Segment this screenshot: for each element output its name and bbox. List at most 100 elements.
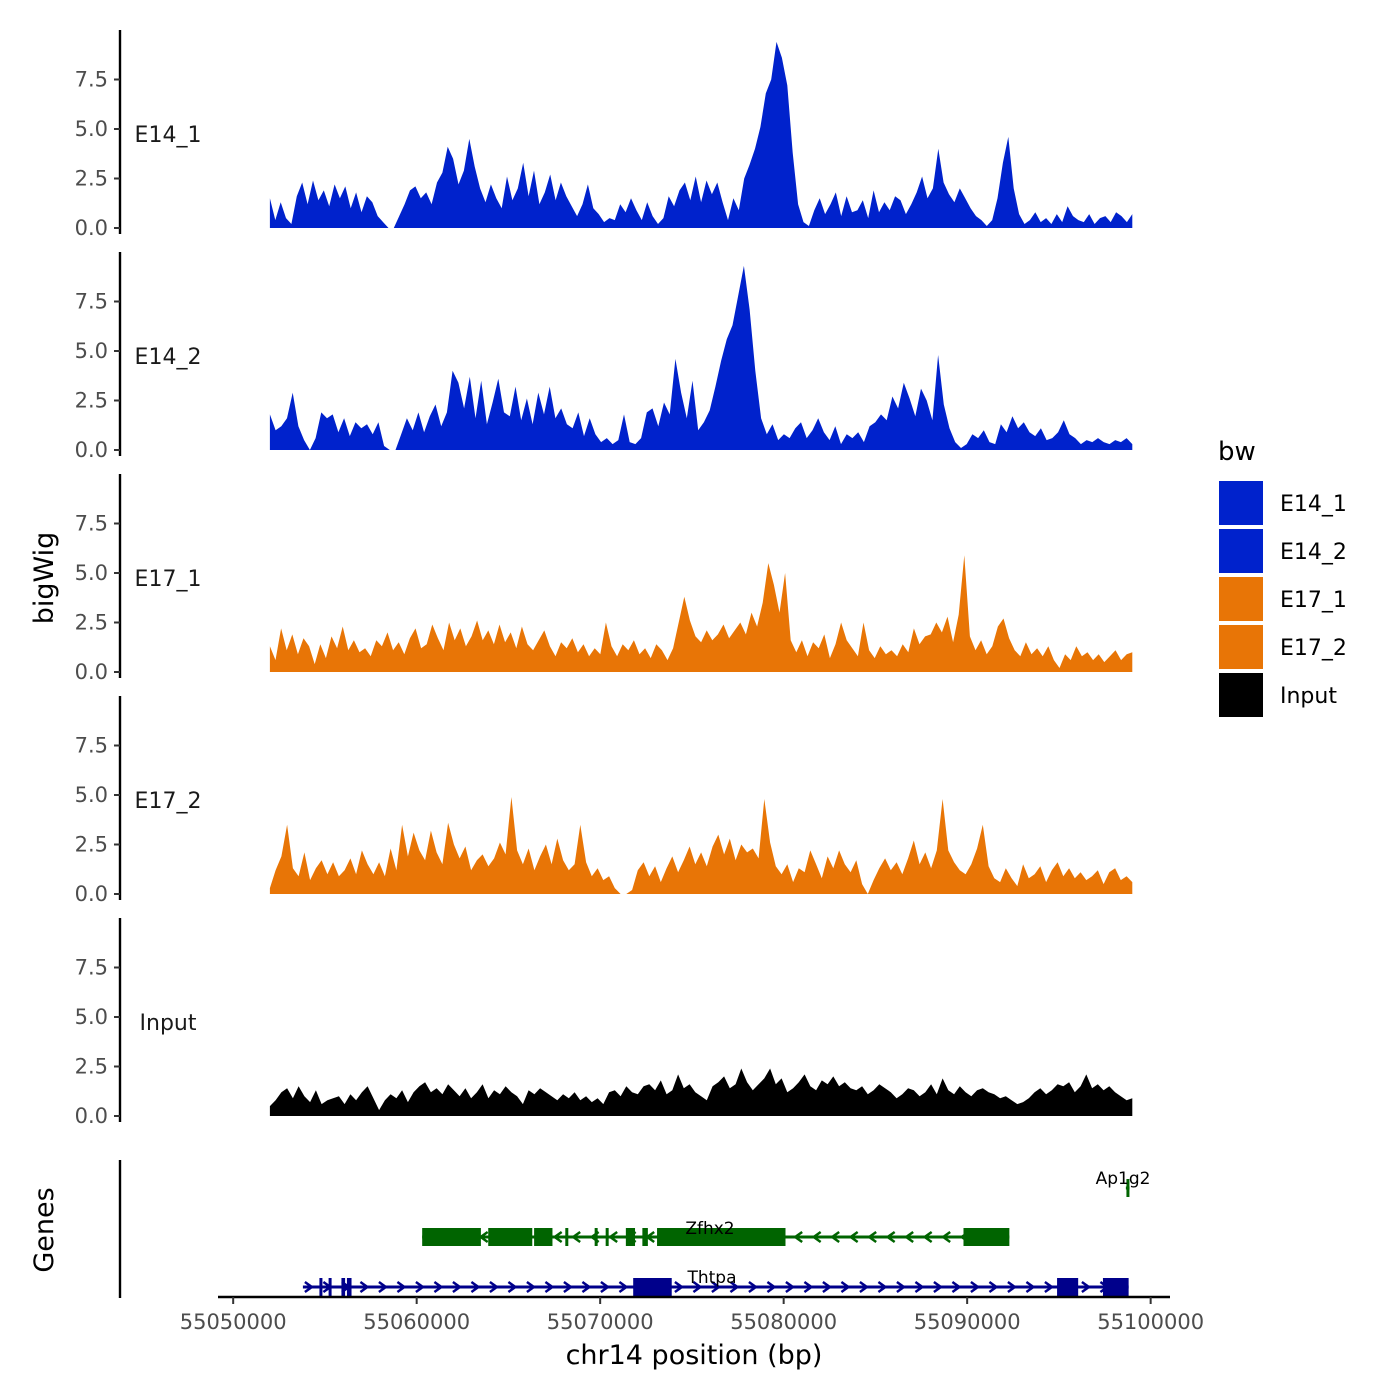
- strand-arrow: [692, 1280, 703, 1294]
- legend-label: Input: [1280, 684, 1337, 709]
- y-tick-label: 0.0: [75, 1104, 108, 1128]
- strand-arrow: [859, 1280, 870, 1294]
- gene-exon: [657, 1228, 786, 1246]
- y-tick-label: 2.5: [75, 1055, 108, 1079]
- strand-arrow: [600, 1280, 611, 1294]
- gene-exon: [534, 1228, 553, 1246]
- gene-label: Zfhx2: [685, 1219, 734, 1239]
- strand-arrow: [1007, 1280, 1018, 1294]
- strand-arrow: [711, 1280, 722, 1294]
- strand-arrow: [766, 1280, 777, 1294]
- legend-label: E17_1: [1280, 588, 1347, 613]
- strand-arrow: [674, 1280, 685, 1294]
- track-e17-1: 0.0 2.5 5.0 7.5 E17_1: [75, 474, 1133, 684]
- legend-swatch: [1217, 527, 1265, 575]
- track-input: 0.0 2.5 5.0 7.5 Input: [75, 918, 1133, 1128]
- legend-label: E17_2: [1280, 636, 1347, 661]
- y-tick-label: 5.0: [75, 117, 108, 141]
- y-tick-label: 0.0: [75, 216, 108, 240]
- gene-exon: [963, 1228, 1010, 1246]
- x-tick-label: 55080000: [730, 1310, 837, 1334]
- strand-arrow: [822, 1280, 833, 1294]
- x-tick-label: 55070000: [547, 1310, 654, 1334]
- strand-arrow: [1081, 1280, 1092, 1294]
- strand-arrow: [877, 1280, 888, 1294]
- track-e14-1: 0.0 2.5 5.0 7.5 E14_1: [75, 30, 1133, 240]
- gene-exon: [594, 1228, 598, 1246]
- strand-arrow: [608, 1230, 618, 1244]
- y-tick-label: 7.5: [75, 734, 108, 758]
- strand-arrow: [848, 1230, 859, 1244]
- y-tick-label: 5.0: [75, 339, 108, 363]
- track-label: E17_2: [135, 789, 202, 814]
- track-label: Input: [140, 1011, 197, 1036]
- strand-arrow: [1044, 1280, 1055, 1294]
- y-tick-label: 7.5: [75, 290, 108, 314]
- x-tick-label: 55090000: [914, 1310, 1021, 1334]
- strand-arrow: [867, 1230, 877, 1244]
- gene-track: Ap1g2 Zfhx2 Thtpa: [118, 1160, 1150, 1298]
- y-tick-label: 0.0: [75, 882, 108, 906]
- strand-arrow: [785, 1280, 796, 1294]
- strand-arrow: [359, 1280, 370, 1294]
- strand-arrow: [811, 1230, 822, 1244]
- gene-exon: [1126, 1179, 1130, 1197]
- signal-area-e14-2: [269, 265, 1133, 450]
- strand-arrow: [830, 1230, 840, 1244]
- gene-exon: [488, 1228, 533, 1246]
- legend-title: bw: [1218, 437, 1256, 467]
- strand-arrow: [914, 1280, 925, 1294]
- track-label: E14_2: [135, 345, 202, 370]
- legend-swatch: [1217, 623, 1265, 671]
- x-axis: 55050000 55060000 55070000 55080000 55090000…: [180, 1295, 1204, 1334]
- gene-exon: [328, 1278, 332, 1296]
- y-tick-label: 7.5: [75, 68, 108, 92]
- legend-label: E14_2: [1280, 540, 1347, 565]
- y-tick-label: 5.0: [75, 783, 108, 807]
- strand-arrow: [415, 1280, 426, 1294]
- strand-arrow: [507, 1280, 518, 1294]
- legend-swatch: [1217, 671, 1265, 719]
- strand-arrow: [970, 1280, 981, 1294]
- strand-arrow: [544, 1280, 555, 1294]
- gene-zfhx2: Zfhx2: [422, 1219, 1010, 1246]
- strand-arrow: [988, 1280, 999, 1294]
- strand-arrow: [563, 1280, 574, 1294]
- y-tick-label: 2.5: [75, 389, 108, 413]
- y-tick-label: 2.5: [75, 833, 108, 857]
- y-tick-label: 7.5: [75, 512, 108, 536]
- strand-arrow: [552, 1230, 563, 1244]
- y-axis-title: bigWig: [29, 532, 60, 625]
- y-tick-label: 0.0: [75, 438, 108, 462]
- y-tick-label: 5.0: [75, 561, 108, 585]
- strand-arrow: [729, 1280, 740, 1294]
- y-tick-label: 2.5: [75, 611, 108, 635]
- legend-swatch: [1217, 479, 1265, 527]
- gene-thtpa: Thtpa: [302, 1268, 1129, 1296]
- strand-arrow: [433, 1280, 444, 1294]
- strand-arrow: [526, 1280, 537, 1294]
- gene-exon: [1057, 1278, 1079, 1296]
- gene-exon: [565, 1228, 569, 1246]
- strand-arrow: [793, 1230, 803, 1244]
- strand-arrow: [489, 1280, 500, 1294]
- strand-arrow: [618, 1280, 629, 1294]
- legend: bw E14_1 E14_2 E17_1 E17_2 Input: [1217, 437, 1347, 719]
- y-tick-label: 7.5: [75, 956, 108, 980]
- strand-arrow: [941, 1230, 951, 1244]
- gene-exon: [633, 1278, 672, 1296]
- signal-tracks: 0.0 2.5 5.0 7.5 E14_1 0.0 2.5 5.0 7.5 E14_2 0.0 2.5…: [75, 30, 1133, 1128]
- gene-exon: [319, 1278, 323, 1296]
- strand-arrow: [933, 1280, 944, 1294]
- strand-arrow: [470, 1280, 481, 1294]
- signal-area-input: [269, 1068, 1133, 1116]
- track-label: E17_1: [135, 567, 202, 592]
- legend-label: E14_1: [1280, 492, 1347, 517]
- gene-exon: [346, 1278, 352, 1296]
- genes-axis-title: Genes: [29, 1187, 60, 1272]
- strand-arrow: [304, 1280, 315, 1294]
- signal-area-e17-2: [269, 797, 1133, 894]
- strand-arrow: [748, 1280, 759, 1294]
- gene-exon: [422, 1228, 481, 1246]
